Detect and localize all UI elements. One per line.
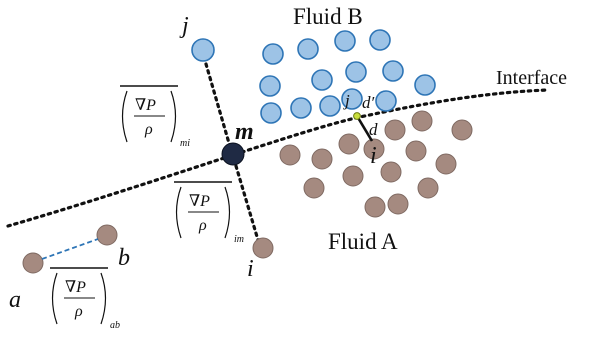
- fluid-b-particle: [341, 88, 363, 110]
- particle-a: [22, 252, 44, 274]
- particle-i-near: [363, 138, 385, 160]
- particle-b: [96, 224, 118, 246]
- fluid-a-particle: [279, 144, 301, 166]
- fluid-b-particle: [297, 38, 319, 60]
- fluid-b-particle: [414, 74, 436, 96]
- particle-i-bottom: [252, 237, 274, 259]
- particle-m: [221, 142, 245, 166]
- fluid-b-particles: [191, 29, 436, 124]
- term-im-left-paren: [175, 186, 182, 239]
- fluid-a-particle: [311, 148, 333, 170]
- term-im-subscript: im: [234, 234, 244, 245]
- interface-curve: [6, 88, 550, 228]
- term-ab-right-paren: [100, 272, 107, 325]
- term-mi-numerator: ∇P: [135, 97, 156, 114]
- fluid-a-particle: [451, 119, 473, 141]
- term-im: ∇P ρ im: [174, 181, 244, 245]
- fluid-a-particle: [435, 153, 457, 175]
- fluid-b-particle: [319, 95, 341, 117]
- fluid-b-particle: [382, 60, 404, 82]
- fluid-b-particle: [262, 43, 284, 65]
- label-d: d: [369, 120, 378, 139]
- fluid-a-particle: [364, 196, 386, 218]
- term-im-right-paren: [224, 186, 231, 239]
- term-ab-subscript: ab: [110, 320, 120, 331]
- fluid-a-particle: [338, 133, 360, 155]
- term-im-numerator: ∇P: [189, 193, 210, 210]
- fluid-b-particle: [375, 90, 397, 112]
- term-mi-right-paren: [170, 90, 177, 143]
- fluid-a-particle: [384, 119, 406, 141]
- particle-j-top: [191, 38, 215, 62]
- fluid-b-label: Fluid B: [293, 4, 363, 29]
- fluid-a-particle: [411, 110, 433, 132]
- term-im-denominator: ρ: [198, 217, 207, 234]
- interface-point: [353, 112, 361, 120]
- term-ab: ∇P ρ ab: [50, 267, 120, 331]
- fluid-b-particle: [259, 75, 281, 97]
- term-mi-left-paren: [121, 90, 128, 143]
- segment-i-to-interface: [355, 115, 374, 142]
- fluid-a-particle: [342, 165, 364, 187]
- dashed-link-a-b: [41, 238, 99, 260]
- label-b: b: [118, 245, 130, 271]
- dotted-line-m-i: [234, 164, 260, 242]
- fluid-b-particle: [369, 29, 391, 51]
- dotted-line-j-m: [204, 62, 233, 152]
- term-mi: ∇P ρ mi: [120, 85, 190, 149]
- term-mi-subscript: mi: [180, 138, 190, 149]
- fluid-a-particle: [303, 177, 325, 199]
- label-d-prime: d′: [362, 93, 375, 112]
- label-i-bottom: i: [247, 256, 254, 282]
- fluid-b-particle: [345, 61, 367, 83]
- fluid-a-particle: [380, 161, 402, 183]
- fluid-b-particle: [334, 30, 356, 52]
- fluid-a-particle: [387, 193, 409, 215]
- term-ab-denominator: ρ: [74, 303, 83, 320]
- interface-label: Interface: [496, 67, 567, 89]
- fluid-a-particle: [417, 177, 439, 199]
- fluid-a-label: Fluid A: [328, 229, 398, 254]
- fluid-a-particle: [405, 140, 427, 162]
- label-a: a: [9, 287, 21, 313]
- term-ab-numerator: ∇P: [65, 279, 86, 296]
- fluid-b-particle: [311, 69, 333, 91]
- fluid-a-particles: [22, 110, 473, 274]
- term-ab-left-paren: [51, 272, 58, 325]
- fluid-b-particle: [260, 102, 282, 124]
- label-j-top: j: [179, 13, 189, 39]
- label-m: m: [235, 119, 254, 145]
- label-j-near: j: [343, 91, 350, 110]
- term-mi-denominator: ρ: [144, 121, 153, 138]
- fluid-b-particle: [290, 97, 312, 119]
- label-i-near: i: [370, 143, 377, 169]
